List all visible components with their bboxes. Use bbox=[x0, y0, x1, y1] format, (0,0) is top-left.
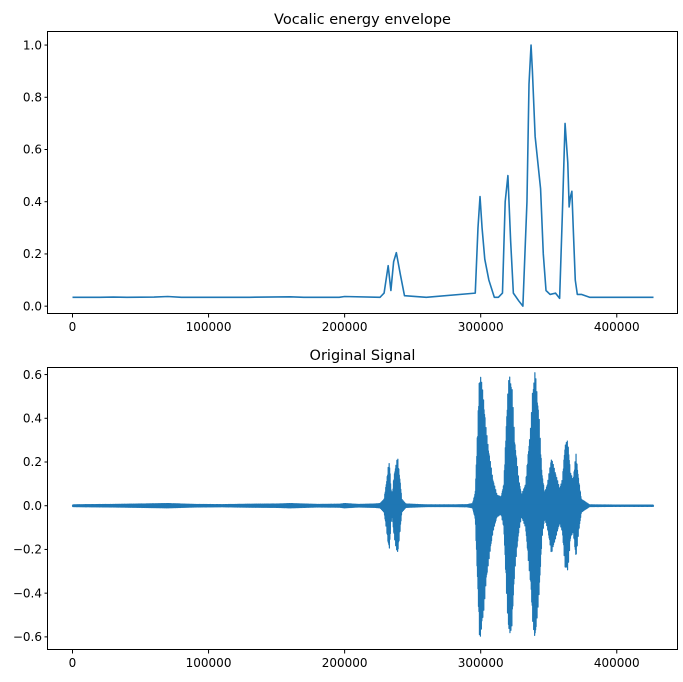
envelope-series-group bbox=[72, 44, 654, 307]
envelope-ytick-label: 0.6 bbox=[23, 143, 42, 157]
signal-series-group bbox=[71, 372, 655, 637]
signal-xtick-label: 100000 bbox=[186, 656, 232, 670]
envelope-line-series bbox=[72, 44, 654, 307]
signal-ytick-label: 0.0 bbox=[23, 499, 42, 513]
signal-xtick-label: 300000 bbox=[458, 656, 504, 670]
envelope-xtick-label: 400000 bbox=[594, 320, 640, 334]
envelope-title: Vocalic energy envelope bbox=[274, 12, 451, 28]
envelope-ytick-label: 0.4 bbox=[23, 195, 42, 209]
signal-axes-frame bbox=[47, 367, 678, 650]
signal-ytick-label: 0.4 bbox=[23, 411, 42, 425]
envelope-ytick-label: 0.0 bbox=[23, 299, 42, 313]
envelope-axes-ticks: 0 100000 200000 300000 400000 0.0 0.2 0.4 0.6 0.8… bbox=[23, 38, 640, 334]
envelope-ytick-label: 0.2 bbox=[23, 247, 42, 261]
envelope-ytick-label: 0.8 bbox=[23, 90, 42, 104]
signal-ytick-label: 0.2 bbox=[23, 455, 42, 469]
signal-ytick-label: −0.6 bbox=[13, 630, 42, 644]
envelope-xtick-label: 200000 bbox=[322, 320, 368, 334]
signal-axes-ticks: 0 100000 200000 300000 400000 −0.6 −0.4 −0.2 0.0… bbox=[13, 368, 640, 670]
envelope-panel: Vocalic energy envelope 0 100000 200000 300… bbox=[23, 12, 678, 334]
envelope-xtick-label: 100000 bbox=[186, 320, 232, 334]
envelope-xtick-label: 300000 bbox=[458, 320, 504, 334]
signal-xtick-label: 0 bbox=[69, 656, 77, 670]
signal-ytick-label: 0.6 bbox=[23, 368, 42, 382]
signal-ytick-label: −0.4 bbox=[13, 586, 42, 600]
envelope-xtick-label: 0 bbox=[69, 320, 77, 334]
signal-ytick-label: −0.2 bbox=[13, 543, 42, 557]
signal-waveform-series bbox=[71, 372, 655, 637]
signal-title: Original Signal bbox=[310, 348, 416, 364]
signal-xtick-label: 200000 bbox=[322, 656, 368, 670]
envelope-ytick-label: 1.0 bbox=[23, 38, 42, 52]
envelope-axes-frame bbox=[47, 31, 678, 314]
signal-panel: Original Signal 0 100000 200000 300000 40000… bbox=[13, 348, 678, 670]
signal-xtick-label: 400000 bbox=[594, 656, 640, 670]
